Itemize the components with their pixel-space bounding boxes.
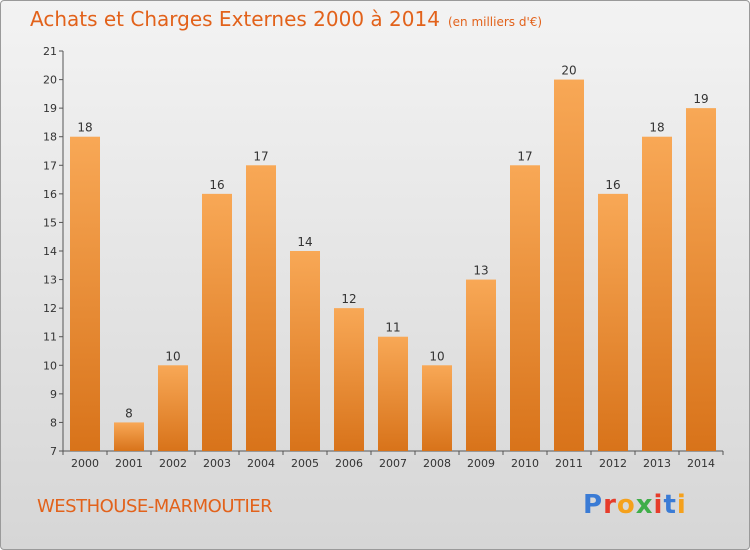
proxiti-logo[interactable]: Proxiti: [583, 490, 687, 520]
logo-letter: t: [663, 490, 677, 520]
y-tick-label: 16: [43, 188, 57, 201]
data-label: 10: [429, 349, 444, 363]
bar: [70, 136, 100, 451]
bar: [598, 193, 628, 451]
bar: [114, 422, 144, 451]
chart-title-text: Achats et Charges Externes 2000 à 2014: [30, 7, 440, 31]
x-tick-label: 2002: [159, 457, 187, 470]
bar: [202, 193, 232, 451]
y-tick-label: 18: [43, 131, 57, 144]
bar: [246, 165, 276, 452]
data-label: 18: [649, 121, 664, 135]
data-label: 18: [77, 121, 92, 135]
data-label: 16: [605, 178, 620, 192]
x-tick-label: 2000: [71, 457, 99, 470]
y-tick-label: 14: [43, 245, 57, 258]
data-label: 17: [253, 149, 268, 163]
bar: [378, 336, 408, 451]
x-tick-label: 2011: [555, 457, 583, 470]
y-tick-label: 17: [43, 159, 57, 172]
y-tick-label: 10: [43, 359, 57, 372]
data-label: 20: [561, 64, 576, 78]
data-label: 8: [125, 406, 133, 420]
x-tick-label: 2001: [115, 457, 143, 470]
y-tick-label: 19: [43, 102, 57, 115]
bar: [510, 165, 540, 452]
y-tick-label: 11: [43, 331, 57, 344]
data-label: 14: [297, 235, 312, 249]
bar: [554, 79, 584, 452]
x-tick-label: 2012: [599, 457, 627, 470]
logo-letter: i: [653, 490, 664, 520]
bar: [158, 365, 188, 451]
bar: [334, 308, 364, 451]
data-label: 13: [473, 264, 488, 278]
bar: [466, 279, 496, 451]
y-tick-label: 20: [43, 74, 57, 87]
data-label: 17: [517, 149, 532, 163]
y-tick-label: 12: [43, 302, 57, 315]
x-tick-label: 2007: [379, 457, 407, 470]
y-tick-label: 15: [43, 216, 57, 229]
bar: [686, 108, 716, 452]
x-tick-label: 2013: [643, 457, 671, 470]
y-tick-label: 7: [50, 445, 57, 458]
bar: [422, 365, 452, 451]
y-tick-label: 21: [43, 45, 57, 58]
data-label: 10: [165, 349, 180, 363]
data-labels: 18 8 10 16 17 14 12 11 10 13 17 20 16 18 19: [77, 64, 708, 421]
logo-letter: i: [676, 490, 687, 520]
data-label: 12: [341, 292, 356, 306]
x-tick-label: 2006: [335, 457, 363, 470]
x-tick-label: 2004: [247, 457, 275, 470]
bars: [70, 79, 716, 452]
logo-letter: P: [583, 490, 604, 520]
y-tick-label: 13: [43, 274, 57, 287]
y-tick-label: 9: [50, 388, 57, 401]
city-name: WESTHOUSE-MARMOUTIER: [37, 496, 273, 517]
x-tick-label: 2008: [423, 457, 451, 470]
logo-letter: o: [616, 490, 636, 520]
logo-letter: x: [635, 490, 654, 520]
data-label: 19: [693, 92, 708, 106]
x-tick-label: 2010: [511, 457, 539, 470]
x-tick-label: 2009: [467, 457, 495, 470]
logo-letter: r: [603, 490, 617, 520]
x-tick-label: 2014: [687, 457, 715, 470]
unit-note: (en milliers d'€): [447, 15, 543, 29]
bar: [642, 136, 672, 451]
x-tick-label: 2003: [203, 457, 231, 470]
chart-title: Achats et Charges Externes 2000 à 2014 (e…: [30, 7, 542, 31]
axes: 7 8 9 10 11 12 13 14 15 16 17 18 19 20 21 2000 2001 2002 2…: [43, 45, 724, 470]
y-tick-label: 8: [50, 416, 57, 429]
data-label: 16: [209, 178, 224, 192]
bar: [290, 251, 320, 451]
data-label: 11: [385, 321, 400, 335]
x-tick-label: 2005: [291, 457, 319, 470]
